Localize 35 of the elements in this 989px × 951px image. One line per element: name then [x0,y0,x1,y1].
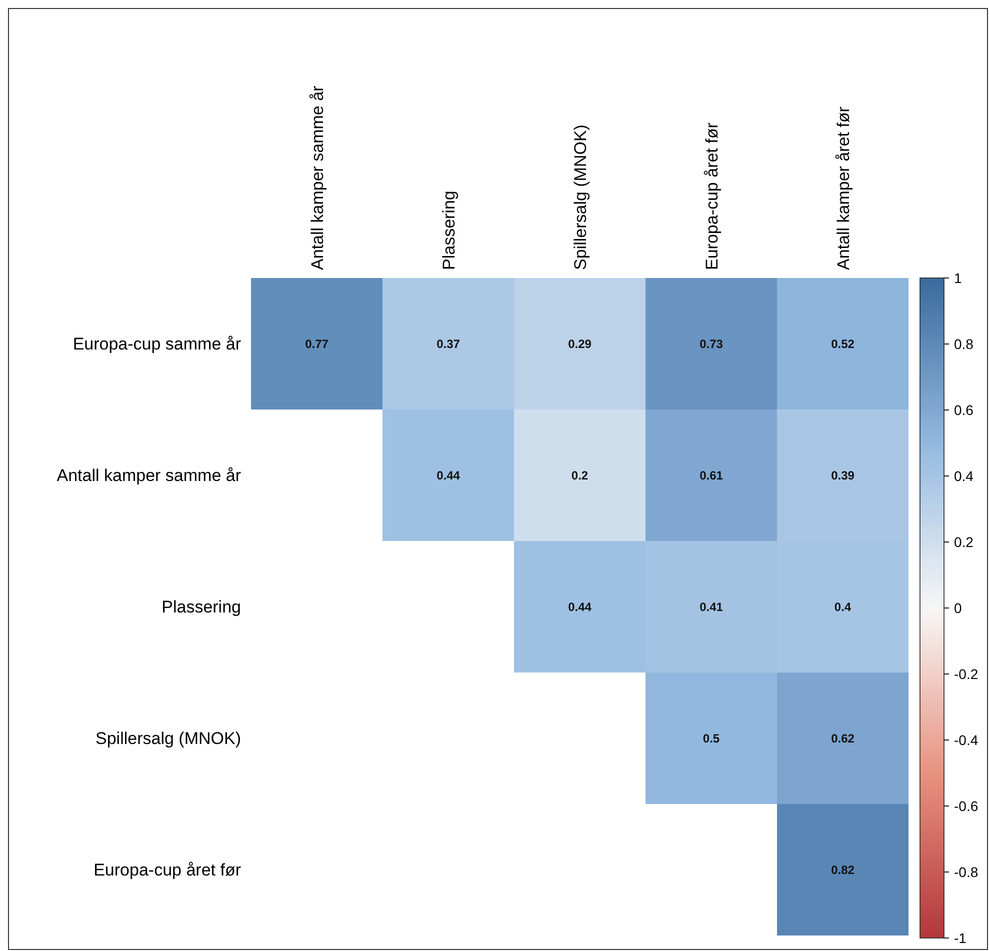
color-bar-label: 0.4 [954,468,974,484]
color-bar-label: 0.8 [954,336,974,352]
color-bar-label: -0.4 [954,732,978,748]
data-label: 0.2 [571,468,588,482]
data-label: 0.39 [831,468,855,482]
color-bar-label: 0 [954,600,962,616]
x-tick-label: Antall kamper året før [834,106,853,270]
color-bar-label: -0.2 [954,666,978,682]
y-tick-label: Europa-cup året før [94,860,242,880]
x-tick-label: Plassering [439,190,458,270]
color-bar-label: 0.6 [954,402,974,418]
data-label: 0.44 [568,600,592,614]
y-tick-label: Plassering [162,598,241,617]
color-bar-label: -0.8 [954,864,978,880]
data-label: 0.37 [436,336,460,351]
data-label: 0.82 [831,862,855,877]
y-tick-label: Europa-cup samme år [72,334,242,354]
y-tick-label: Spillersalg (MNOK) [96,729,241,748]
data-label: 0.52 [831,336,855,351]
color-bar-label: -1 [954,930,967,946]
data-label: 0.44 [436,468,460,482]
color-bar-label: 1 [954,270,962,286]
data-label: 0.73 [700,336,724,351]
data-label: 0.41 [700,600,724,614]
color-bar-label: -0.6 [954,798,978,814]
x-tick-label: Spillersalg (MNOK) [570,124,590,270]
data-label: 0.5 [702,731,720,746]
data-label: 0.4 [834,600,852,614]
data-label: 0.29 [568,336,592,351]
data-label: 0.62 [831,731,855,746]
data-label: 0.77 [305,336,329,351]
x-tick-label: Europa-cup året før [702,122,722,270]
y-tick-label: Antall kamper samme år [56,466,242,486]
color-bar-label: 0.2 [954,534,974,550]
data-label: 0.61 [700,468,724,482]
